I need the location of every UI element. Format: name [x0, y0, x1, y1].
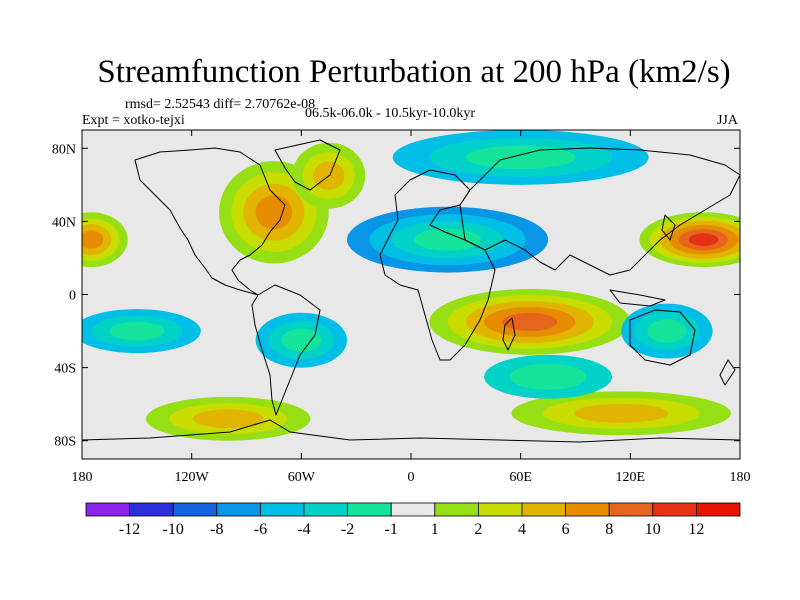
colorbar-level-label: -12	[119, 521, 140, 538]
colorbar	[85, 502, 741, 517]
colorbar-level-label: -1	[385, 521, 398, 538]
x-tick-label: 120W	[175, 470, 210, 485]
colorbar-swatch	[347, 502, 392, 517]
contour-east-pacific-north-high-3	[82, 230, 104, 249]
colorbar-swatch	[652, 502, 697, 517]
anomaly-central-pacific-south-low	[82, 309, 201, 353]
colorbar-swatch	[85, 502, 130, 517]
colorbar-swatch	[216, 502, 261, 517]
colorbar-level-label: -8	[210, 521, 223, 538]
colorbar-level-label: -4	[297, 521, 310, 538]
anomaly-south-america-low	[255, 312, 348, 368]
contour-north-atlantic-greenland-high-3	[255, 195, 293, 230]
contour-south-indian-ocean-low-1	[509, 363, 587, 390]
coastline-madagascar	[502, 317, 516, 351]
colorbar-swatch	[477, 502, 523, 517]
anomaly-south-indian-ocean-low	[484, 354, 613, 399]
coastline-asia	[459, 147, 740, 276]
stats-label: rmsd= 2.52543 diff= 2.70762e-08	[125, 97, 315, 112]
coastline-indonesia	[609, 289, 666, 307]
season-label: JJA	[717, 113, 739, 128]
coastline-japan	[661, 214, 676, 241]
contour-southern-ocean-high-2	[574, 403, 669, 423]
contour-west-pacific-north-high-5	[688, 233, 719, 246]
contour-australia-low-2	[647, 319, 687, 343]
map-area	[82, 130, 740, 459]
colorbar-swatch	[259, 502, 305, 517]
x-tick-label: 180	[730, 470, 751, 485]
expt-label: Expt = xotko-tejxi	[82, 113, 185, 128]
contour-south-pacific-high-2	[192, 409, 264, 429]
colorbar-level-label: 4	[518, 521, 526, 538]
contour-southern-africa-indian-high-4	[502, 312, 558, 331]
x-tick-label: 0	[408, 470, 415, 485]
x-tick-label: 120E	[616, 470, 646, 485]
colorbar-level-label: 12	[688, 521, 704, 538]
colorbar-level-label: 6	[562, 521, 570, 538]
colorbar-swatch	[303, 502, 348, 517]
colorbar-swatch	[434, 502, 479, 517]
colorbar-swatch	[608, 502, 654, 517]
colorbar-swatch	[390, 502, 436, 517]
x-tick-label: 60E	[509, 470, 532, 485]
anomaly-west-pacific-north-high	[639, 212, 740, 268]
coastline-south-america	[251, 284, 321, 416]
contour-central-pacific-south-low-2	[109, 321, 165, 341]
contour-arctic-low-2	[465, 145, 576, 170]
colorbar-level-label: 2	[474, 521, 482, 538]
colorbar-level-label: -6	[254, 521, 267, 538]
colorbar-level-label: 8	[605, 521, 613, 538]
anomaly-australia-low	[621, 303, 713, 359]
colorbar-level-label: 10	[645, 521, 661, 538]
anomaly-east-pacific-north-high	[82, 212, 128, 268]
chart-title: Streamfunction Perturbation at 200 hPa (…	[97, 54, 730, 90]
y-tick-label: 80N	[52, 142, 76, 157]
period-label: 06.5k-06.0k - 10.5kyr-10.0kyr	[305, 106, 475, 121]
coastline-new-zealand	[719, 359, 736, 386]
x-tick-label: 60W	[288, 470, 316, 485]
colorbar-swatch	[565, 502, 610, 517]
contour-north-africa-low-3	[414, 228, 482, 251]
colorbar-swatch	[129, 502, 174, 517]
anomaly-southern-ocean-high	[511, 391, 731, 436]
x-tick-label: 180	[72, 470, 93, 485]
coastline-north-america	[134, 147, 286, 296]
colorbar-level-label: -10	[163, 521, 184, 538]
y-tick-label: 80S	[54, 435, 76, 450]
anomaly-south-pacific-high	[145, 396, 311, 441]
y-tick-label: 0	[69, 289, 76, 304]
colorbar-level-label: 1	[431, 521, 439, 538]
contour-south-america-low-2	[281, 328, 321, 352]
coastline-antarctica	[82, 419, 740, 443]
colorbar-swatch	[696, 502, 741, 517]
colorbar-swatch	[521, 502, 566, 517]
anomaly-southern-africa-indian-high	[429, 289, 631, 355]
y-tick-label: 40N	[52, 215, 76, 230]
colorbar-swatch	[172, 502, 218, 517]
colorbar-level-label: -2	[341, 521, 354, 538]
coastline-greenland	[274, 139, 341, 191]
y-tick-label: 40S	[54, 362, 76, 377]
anomaly-arctic-low	[392, 130, 649, 185]
coastline-australia	[629, 309, 696, 366]
anomaly-north-africa-low	[347, 206, 549, 273]
